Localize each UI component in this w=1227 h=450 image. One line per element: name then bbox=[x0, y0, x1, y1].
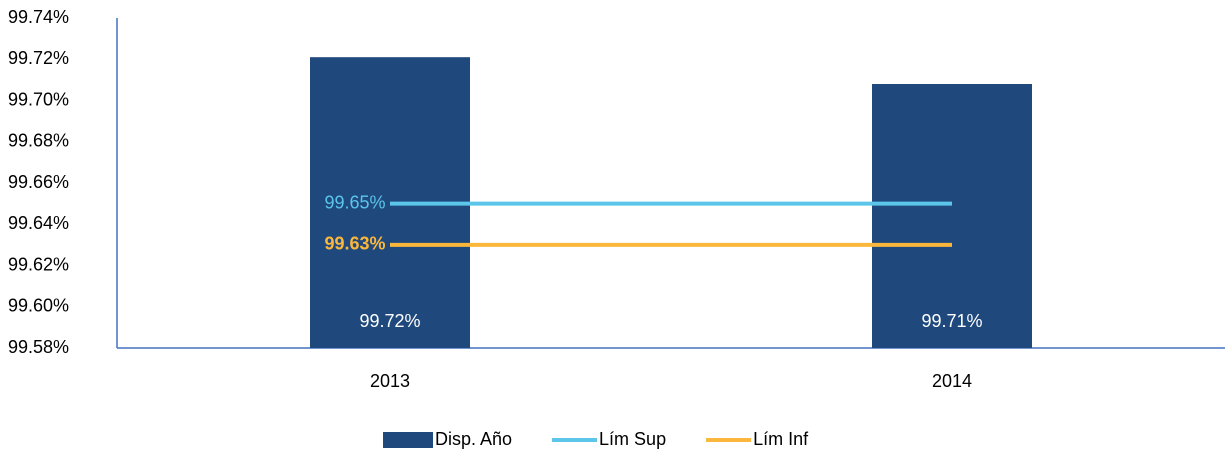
legend-label: Lím Sup bbox=[599, 429, 666, 449]
y-tick-label: 99.72% bbox=[8, 48, 69, 68]
y-tick-label: 99.64% bbox=[8, 213, 69, 233]
x-tick-label: 2013 bbox=[370, 371, 410, 391]
line-value-label: 99.65% bbox=[324, 192, 385, 212]
bar-value-label: 99.71% bbox=[921, 311, 982, 331]
legend-swatch bbox=[383, 432, 433, 448]
line-value-label: 99.63% bbox=[324, 234, 385, 254]
y-tick-label: 99.62% bbox=[8, 254, 69, 274]
legend-label: Disp. Año bbox=[435, 429, 512, 449]
y-tick-label: 99.68% bbox=[8, 131, 69, 151]
x-tick-label: 2014 bbox=[932, 371, 972, 391]
y-tick-label: 99.66% bbox=[8, 172, 69, 192]
bar-value-label: 99.72% bbox=[359, 311, 420, 331]
y-tick-label: 99.74% bbox=[8, 7, 69, 27]
y-tick-label: 99.60% bbox=[8, 296, 69, 316]
bar bbox=[872, 84, 1032, 348]
legend-label: Lím Inf bbox=[753, 429, 809, 449]
y-tick-label: 99.70% bbox=[8, 89, 69, 109]
y-tick-label: 99.58% bbox=[8, 337, 69, 357]
